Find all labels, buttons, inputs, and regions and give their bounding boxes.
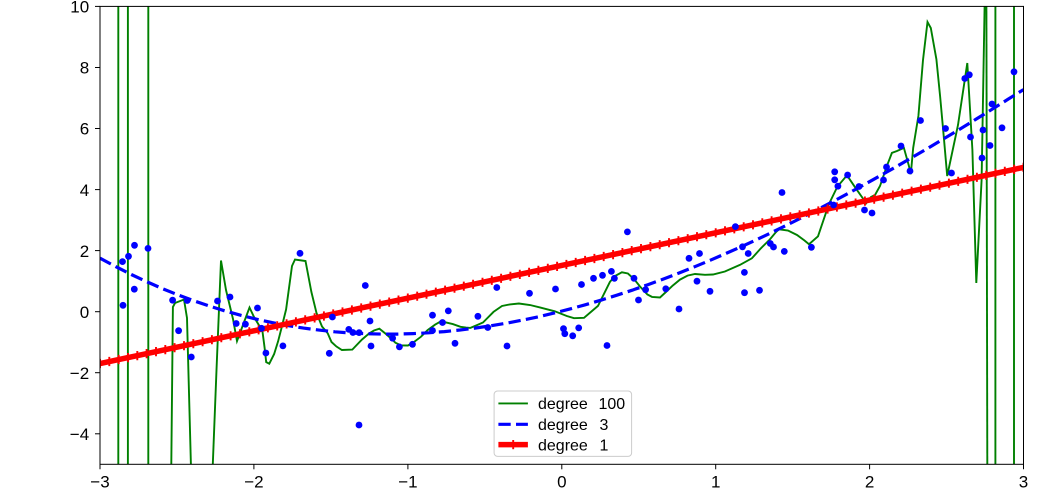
svg-text:3: 3 bbox=[1019, 473, 1028, 492]
svg-text:2: 2 bbox=[80, 242, 89, 261]
svg-text:10: 10 bbox=[70, 0, 89, 17]
svg-text:8: 8 bbox=[80, 59, 89, 78]
svg-text:100: 100 bbox=[599, 396, 626, 413]
svg-text:−4: −4 bbox=[70, 425, 89, 444]
svg-text:0: 0 bbox=[557, 473, 566, 492]
svg-text:1: 1 bbox=[711, 473, 720, 492]
svg-text:0: 0 bbox=[80, 303, 89, 322]
svg-text:3: 3 bbox=[600, 417, 609, 434]
svg-text:−2: −2 bbox=[70, 364, 89, 383]
svg-text:degree: degree bbox=[538, 396, 588, 413]
svg-text:2: 2 bbox=[865, 473, 874, 492]
svg-text:degree: degree bbox=[538, 437, 588, 454]
svg-text:−1: −1 bbox=[398, 473, 417, 492]
svg-text:−3: −3 bbox=[90, 473, 109, 492]
svg-text:−2: −2 bbox=[244, 473, 263, 492]
svg-text:degree: degree bbox=[538, 417, 588, 434]
svg-text:1: 1 bbox=[600, 437, 609, 454]
svg-text:4: 4 bbox=[80, 181, 89, 200]
svg-text:6: 6 bbox=[80, 120, 89, 139]
